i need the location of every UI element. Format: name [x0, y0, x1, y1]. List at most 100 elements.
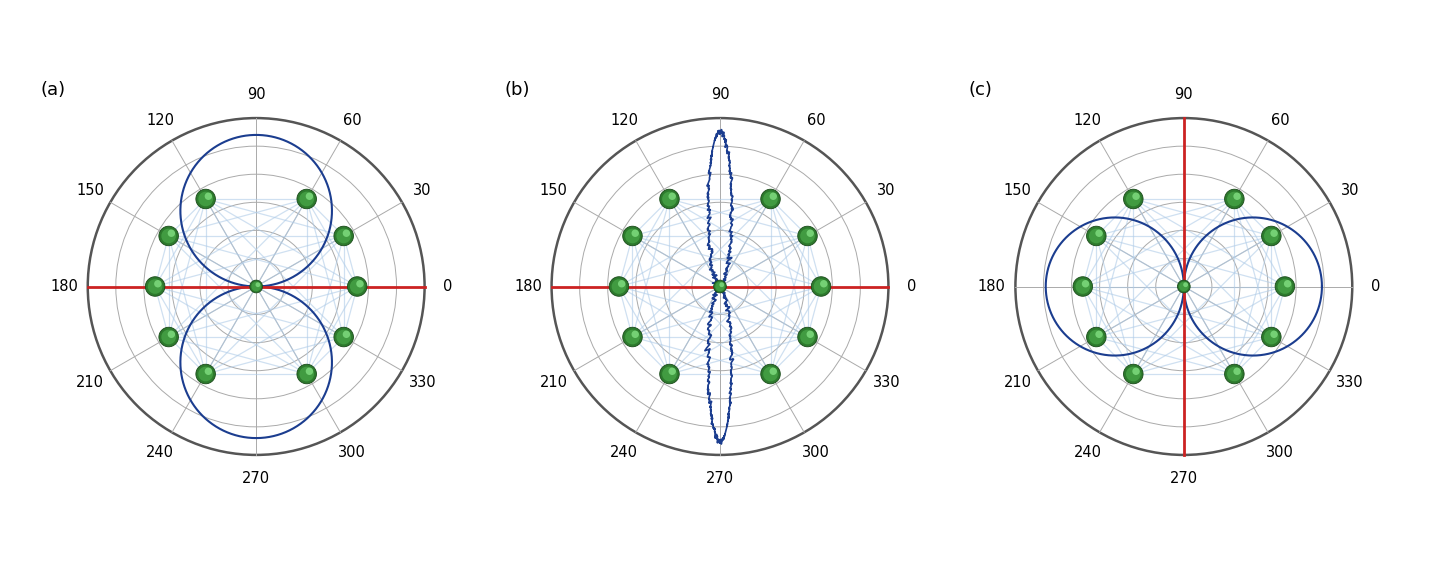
Text: 0: 0	[444, 279, 452, 294]
Text: 180: 180	[514, 279, 541, 294]
Circle shape	[769, 367, 778, 375]
Circle shape	[720, 282, 724, 287]
Circle shape	[760, 364, 780, 384]
Circle shape	[1179, 282, 1188, 291]
Circle shape	[343, 230, 350, 237]
Circle shape	[1227, 191, 1241, 206]
Circle shape	[148, 279, 163, 294]
Circle shape	[625, 329, 639, 344]
Text: 300: 300	[802, 445, 829, 460]
Circle shape	[1073, 277, 1093, 296]
Circle shape	[161, 229, 176, 244]
Text: 60: 60	[343, 113, 361, 128]
Circle shape	[297, 189, 317, 209]
Text: 180: 180	[978, 279, 1005, 294]
Circle shape	[1224, 189, 1244, 209]
Text: 90: 90	[1175, 87, 1194, 102]
Text: 270: 270	[1169, 471, 1198, 486]
Circle shape	[1224, 364, 1244, 384]
Circle shape	[300, 191, 314, 206]
Text: (c): (c)	[968, 81, 992, 99]
Circle shape	[1270, 230, 1277, 237]
Circle shape	[1087, 226, 1106, 246]
Text: 0: 0	[907, 279, 917, 294]
Circle shape	[632, 331, 639, 338]
Circle shape	[337, 329, 351, 344]
Text: (b): (b)	[504, 81, 530, 99]
Circle shape	[334, 226, 353, 246]
Circle shape	[1261, 327, 1282, 347]
Circle shape	[1270, 331, 1277, 338]
Circle shape	[154, 280, 161, 288]
Text: 150: 150	[76, 183, 104, 198]
Text: 300: 300	[1266, 445, 1293, 460]
Text: 60: 60	[806, 113, 825, 128]
Circle shape	[1234, 367, 1241, 375]
Text: 120: 120	[611, 113, 638, 128]
Circle shape	[1096, 230, 1103, 237]
Circle shape	[161, 329, 176, 344]
Circle shape	[1277, 279, 1292, 294]
Circle shape	[1087, 327, 1106, 347]
Circle shape	[660, 189, 680, 209]
Circle shape	[255, 282, 261, 287]
Circle shape	[1264, 329, 1279, 344]
Circle shape	[668, 367, 675, 375]
Text: 120: 120	[147, 113, 174, 128]
Circle shape	[204, 193, 212, 200]
Circle shape	[1076, 279, 1090, 294]
Circle shape	[334, 327, 353, 347]
Text: 210: 210	[540, 375, 567, 390]
Text: 60: 60	[1270, 113, 1289, 128]
Circle shape	[1184, 282, 1188, 287]
Circle shape	[196, 364, 216, 384]
Circle shape	[612, 279, 626, 294]
Circle shape	[1081, 280, 1089, 288]
Circle shape	[199, 367, 213, 382]
Circle shape	[305, 367, 312, 375]
Text: 240: 240	[611, 445, 638, 460]
Text: 0: 0	[1371, 279, 1381, 294]
Circle shape	[196, 189, 216, 209]
Circle shape	[158, 226, 179, 246]
Circle shape	[609, 277, 629, 296]
Text: 30: 30	[1341, 183, 1359, 198]
Circle shape	[819, 280, 828, 288]
Circle shape	[769, 193, 778, 200]
Circle shape	[167, 331, 176, 338]
Circle shape	[716, 282, 724, 291]
Text: 240: 240	[147, 445, 174, 460]
Circle shape	[801, 229, 815, 244]
Circle shape	[1132, 193, 1139, 200]
Text: 240: 240	[1074, 445, 1102, 460]
Circle shape	[763, 367, 778, 382]
Circle shape	[806, 230, 814, 237]
Circle shape	[625, 229, 639, 244]
Circle shape	[622, 327, 642, 347]
Text: (a): (a)	[40, 81, 66, 99]
Circle shape	[1261, 226, 1282, 246]
Circle shape	[1284, 280, 1292, 288]
Circle shape	[814, 279, 828, 294]
Text: 150: 150	[1004, 183, 1031, 198]
Circle shape	[145, 277, 166, 296]
Text: 180: 180	[50, 279, 78, 294]
Text: 120: 120	[1074, 113, 1102, 128]
Circle shape	[1123, 364, 1143, 384]
Circle shape	[1264, 229, 1279, 244]
Text: 270: 270	[706, 471, 734, 486]
Circle shape	[337, 229, 351, 244]
Text: 330: 330	[409, 375, 436, 390]
Circle shape	[350, 279, 364, 294]
Circle shape	[668, 193, 675, 200]
Circle shape	[204, 367, 212, 375]
Circle shape	[252, 282, 261, 291]
Circle shape	[1227, 367, 1241, 382]
Circle shape	[1178, 280, 1191, 293]
Circle shape	[347, 277, 367, 296]
Circle shape	[300, 367, 314, 382]
Text: 150: 150	[540, 183, 567, 198]
Circle shape	[811, 277, 831, 296]
Circle shape	[798, 226, 818, 246]
Circle shape	[1274, 277, 1295, 296]
